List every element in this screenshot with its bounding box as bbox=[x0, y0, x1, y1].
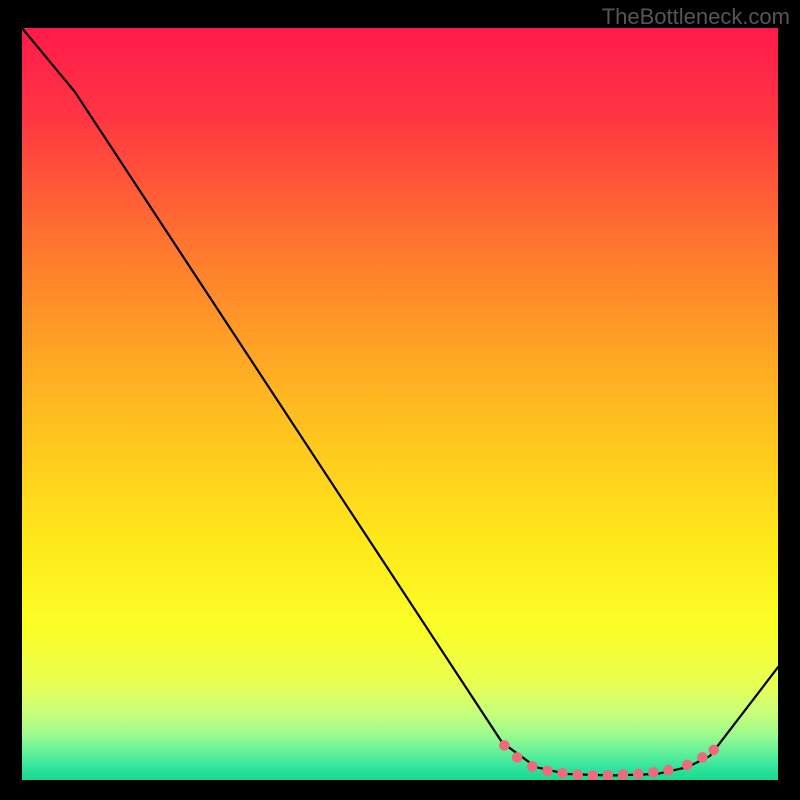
marker-dot bbox=[682, 760, 692, 770]
marker-dot bbox=[648, 768, 658, 778]
marker-dot bbox=[573, 770, 583, 780]
marker-dot bbox=[664, 765, 674, 775]
marker-dot bbox=[512, 753, 522, 763]
plot-svg bbox=[22, 28, 778, 780]
marker-dot bbox=[528, 762, 538, 772]
marker-dot bbox=[558, 768, 568, 778]
plot-area bbox=[22, 28, 778, 780]
marker-dot bbox=[618, 770, 628, 780]
marker-dot bbox=[603, 771, 613, 780]
marker-dot bbox=[633, 769, 643, 779]
watermark-text: TheBottleneck.com bbox=[602, 4, 790, 30]
chart-frame: TheBottleneck.com bbox=[0, 0, 800, 800]
marker-dot bbox=[588, 771, 598, 780]
marker-dot bbox=[709, 745, 719, 755]
marker-dot bbox=[543, 766, 553, 776]
gradient-background bbox=[22, 28, 778, 780]
marker-dot bbox=[698, 753, 708, 763]
marker-dot bbox=[500, 741, 510, 751]
